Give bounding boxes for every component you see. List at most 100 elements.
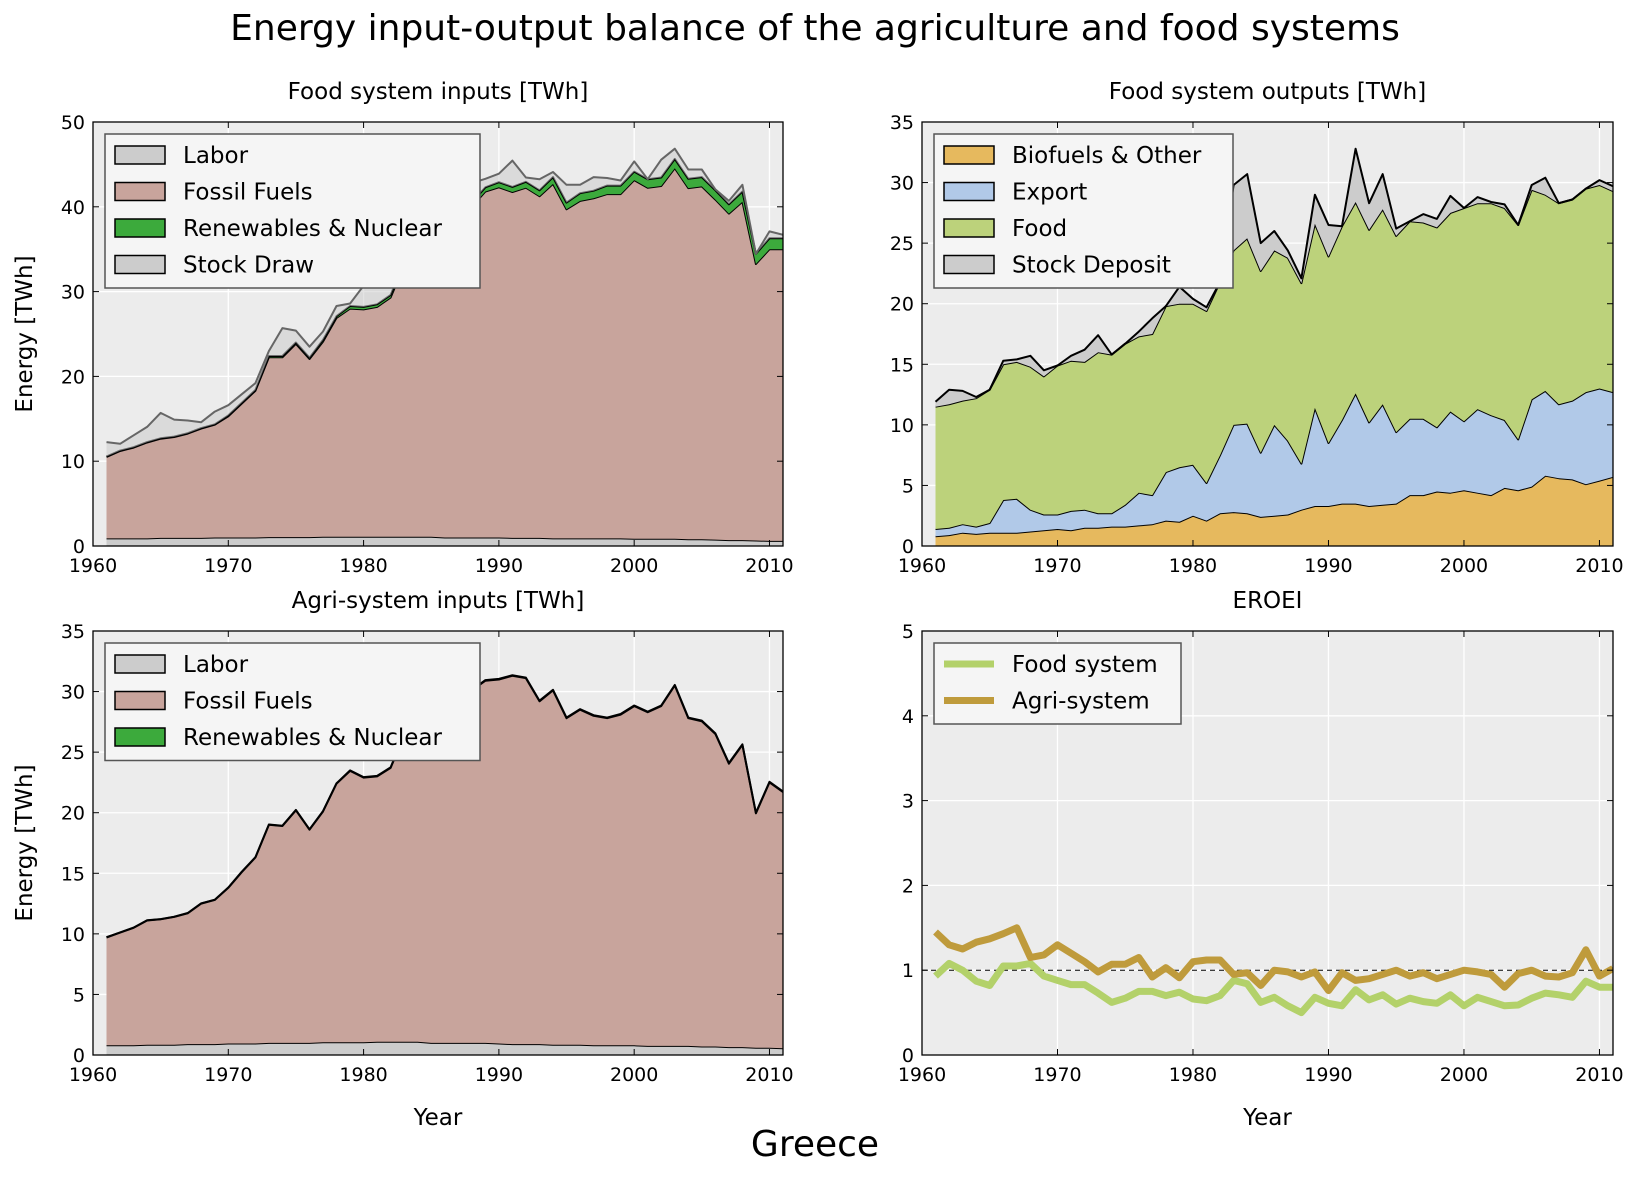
legend-box (933, 642, 1182, 725)
chart-title: Food system inputs [TWh] (288, 79, 589, 105)
x-tick-label: 1990 (1304, 1064, 1352, 1086)
data-marks (106, 147, 783, 546)
legend-label: Food (1012, 216, 1067, 242)
x-tick-label: 2000 (610, 1064, 658, 1086)
x-tick-label: 1970 (204, 555, 252, 577)
legend-label: Biofuels & Other (1012, 143, 1202, 169)
y-tick-label: 3 (902, 791, 914, 813)
line-food_system_line (933, 959, 1613, 1017)
x-axis-label: Year (413, 1105, 463, 1131)
legend: Biofuels & Other Export Food Stock Deposit (933, 133, 1234, 289)
legend-label: Stock Deposit (1012, 253, 1171, 279)
y-tick-label: 20 (890, 294, 914, 316)
x-tick-label: 2000 (610, 555, 658, 577)
legend: Food system Agri-system (933, 642, 1182, 725)
legend-swatch (943, 181, 995, 202)
y-tick-label: 10 (61, 451, 85, 473)
legend-label: Stock Draw (183, 253, 314, 279)
y-tick-label: 50 (61, 112, 85, 134)
axes: 1960 1970 1980 1990 2000 2010 0 10 20 30 40 50 (61, 112, 794, 577)
area-biofuels (935, 475, 1613, 546)
x-axis-label: Year (1242, 1105, 1292, 1131)
area-edge-stock_deposit (934, 147, 1613, 403)
y-tick-label: 30 (61, 282, 85, 304)
x-tick-label: 2010 (1575, 555, 1623, 577)
x-tick-label: 1970 (204, 1064, 252, 1086)
legend-swatch (114, 654, 166, 674)
y-tick-label: 15 (890, 354, 914, 376)
y-tick-label: 20 (61, 803, 85, 825)
x-tick-label: 1990 (475, 555, 523, 577)
legend-swatch (114, 181, 166, 202)
x-tick-label: 1970 (1033, 1064, 1081, 1086)
y-tick-label: 5 (902, 475, 914, 497)
legend-label: Labor (183, 143, 249, 169)
country-label: Greece (750, 1124, 880, 1165)
legend-label: Fossil Fuels (183, 689, 313, 715)
x-tick-label: 1960 (69, 1064, 117, 1086)
legend-swatch (943, 145, 995, 165)
legend-swatch (943, 218, 995, 238)
x-tick-label: 1990 (475, 1064, 523, 1086)
chart-title: Food system outputs [TWh] (1109, 79, 1426, 105)
data-marks (934, 147, 1613, 546)
legend-box (104, 642, 481, 762)
chart-title: EROEI (1233, 588, 1303, 614)
area-stock_deposit (935, 148, 1613, 407)
axes: 1960 1970 1980 1990 2000 2010 0 5 10 15 20 25 30 35 (890, 112, 1624, 577)
x-tick-label: 1960 (69, 555, 117, 577)
legend-label: Renewables & Nuclear (183, 216, 442, 242)
y-tick-label: 0 (902, 536, 914, 558)
legend-box (104, 133, 481, 289)
x-tick-label: 2000 (1440, 555, 1488, 577)
legend: Labor Fossil Fuels Renewables & Nuclear Sto… (104, 133, 481, 289)
y-tick-label: 20 (61, 366, 85, 388)
y-tick-label: 0 (902, 1045, 914, 1067)
y-axis-label: Energy [TWh] (12, 764, 38, 921)
figure-title: Energy input-output balance of the agric… (230, 8, 1400, 49)
plot-frame (921, 630, 1614, 1056)
plot-frame (92, 630, 784, 1056)
area-food (935, 185, 1613, 529)
chart-title: Agri-system inputs [TWh] (292, 588, 585, 614)
chart-eroei: 1960 1970 1980 1990 2000 2010 0 1 2 3 4 5 EROEI Year F… (898, 588, 1624, 1131)
y-tick-label: 30 (61, 682, 85, 704)
chart-agri-inputs: 1960 1970 1980 1990 2000 2010 0 5 10 15 20 25 30 35 Ag… (12, 588, 794, 1131)
legend-swatch (114, 218, 166, 238)
legend-swatch (114, 254, 166, 275)
plot-frame (92, 121, 784, 547)
legend-label: Export (1012, 180, 1087, 206)
x-tick-label: 1980 (1169, 555, 1217, 577)
y-tick-label: 4 (902, 706, 914, 728)
y-tick-label: 0 (73, 1045, 85, 1067)
plot-frame (921, 121, 1614, 547)
x-tick-label: 2010 (1575, 1064, 1623, 1086)
area-fossil (106, 168, 783, 541)
y-tick-label: 1 (902, 960, 914, 982)
y-tick-label: 35 (61, 621, 85, 643)
y-tick-label: 25 (890, 233, 914, 255)
area-labor (106, 1041, 783, 1055)
line-agri_system_line (933, 924, 1613, 995)
data-marks (922, 924, 1613, 1017)
legend: Labor Fossil Fuels Renewables & Nuclear (104, 642, 481, 762)
legend-label: Food system (1012, 652, 1158, 678)
legend-label: Fossil Fuels (183, 180, 313, 206)
chart-food-outputs: 1960 1970 1980 1990 2000 2010 0 5 10 15 20 25 30 35 Fo… (890, 79, 1624, 577)
x-tick-label: 1960 (898, 555, 946, 577)
area-export (935, 388, 1613, 537)
x-tick-label: 2000 (1440, 1064, 1488, 1086)
y-tick-label: 10 (890, 415, 914, 437)
x-tick-label: 2010 (745, 1064, 793, 1086)
x-tick-label: 1960 (898, 1064, 946, 1086)
legend-swatch (114, 145, 166, 165)
legend-label: Renewables & Nuclear (183, 725, 442, 751)
y-tick-label: 35 (890, 112, 914, 134)
y-tick-label: 30 (890, 173, 914, 195)
y-axis-label: Energy [TWh] (12, 255, 38, 412)
y-tick-label: 40 (61, 197, 85, 219)
area-stock_draw (106, 148, 783, 457)
y-tick-label: 15 (61, 863, 85, 885)
chart-food-inputs: 1960 1970 1980 1990 2000 2010 0 10 20 30 40 50 Food … (12, 79, 794, 577)
legend-label: Agri-system (1012, 689, 1150, 715)
